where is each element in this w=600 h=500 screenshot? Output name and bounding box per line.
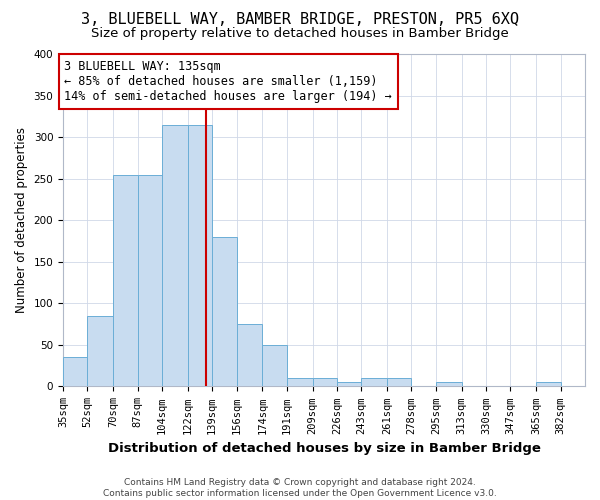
Bar <box>188 124 212 386</box>
Bar <box>63 358 88 386</box>
Bar <box>262 345 287 387</box>
Bar <box>162 124 188 386</box>
Bar <box>536 382 560 386</box>
Text: 3, BLUEBELL WAY, BAMBER BRIDGE, PRESTON, PR5 6XQ: 3, BLUEBELL WAY, BAMBER BRIDGE, PRESTON,… <box>81 12 519 28</box>
Text: 3 BLUEBELL WAY: 135sqm
← 85% of detached houses are smaller (1,159)
14% of semi-: 3 BLUEBELL WAY: 135sqm ← 85% of detached… <box>64 60 392 103</box>
Bar <box>313 378 337 386</box>
Text: Size of property relative to detached houses in Bamber Bridge: Size of property relative to detached ho… <box>91 28 509 40</box>
Bar <box>361 378 387 386</box>
Bar <box>236 324 262 386</box>
Bar <box>88 316 113 386</box>
Bar <box>113 174 137 386</box>
Bar <box>137 174 162 386</box>
Bar <box>387 378 412 386</box>
Y-axis label: Number of detached properties: Number of detached properties <box>15 127 28 313</box>
Bar <box>436 382 461 386</box>
Bar <box>337 382 361 386</box>
Bar <box>287 378 313 386</box>
X-axis label: Distribution of detached houses by size in Bamber Bridge: Distribution of detached houses by size … <box>107 442 541 455</box>
Text: Contains HM Land Registry data © Crown copyright and database right 2024.
Contai: Contains HM Land Registry data © Crown c… <box>103 478 497 498</box>
Bar <box>212 237 236 386</box>
